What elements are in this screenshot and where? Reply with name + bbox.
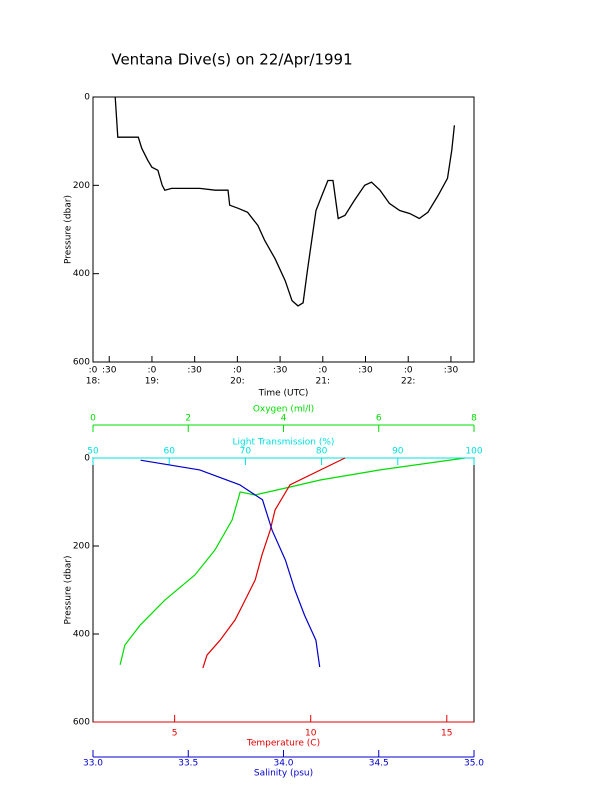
y-tick-label: 400 — [73, 630, 90, 640]
x-tick-label: :30 — [358, 366, 373, 376]
x-tick-label: :30 — [102, 366, 117, 376]
x-tick-label: :0 — [318, 366, 327, 376]
x-tick-label: 15 — [441, 729, 452, 739]
x-tick-label: 100 — [465, 447, 482, 457]
x-tick-label: 8 — [471, 414, 477, 424]
x-tick-label: 90 — [392, 447, 404, 457]
x-tick-label: 5 — [172, 729, 178, 739]
plot-frame — [92, 96, 475, 363]
pressure-line — [114, 96, 456, 307]
x-tick-label: 34.5 — [369, 759, 389, 769]
profile-line — [202, 457, 346, 669]
axis-label: Salinity (psu) — [254, 769, 313, 779]
page-title: Ventana Dive(s) on 22/Apr/1991 — [111, 51, 352, 69]
plot-frame — [92, 457, 475, 723]
x-tick-label: 4 — [281, 414, 287, 424]
axis-label: Temperature (C) — [246, 739, 320, 749]
x-tick-label: :0 — [89, 366, 98, 376]
x-tick-label: 80 — [316, 447, 328, 457]
x-tick-label: 35.0 — [464, 759, 484, 769]
x-hour-label: 19: — [145, 377, 159, 387]
x-tick-label: 33.5 — [178, 759, 198, 769]
y-axis-label: Pressure (dbar) — [64, 556, 74, 625]
y-tick-label: 600 — [73, 358, 90, 368]
x-tick-label: :0 — [148, 366, 157, 376]
x-axis-label: Time (UTC) — [258, 389, 309, 399]
x-tick-label: :30 — [273, 366, 288, 376]
x-tick-label: 50 — [87, 447, 99, 457]
x-tick-label: 34.0 — [273, 759, 293, 769]
profile-line — [140, 459, 321, 668]
x-tick-label: 33.0 — [83, 759, 103, 769]
x-tick-label: 10 — [305, 729, 317, 739]
x-tick-label: 2 — [185, 414, 191, 424]
y-axis-label: Pressure (dbar) — [64, 195, 74, 264]
x-hour-label: 21: — [316, 377, 330, 387]
y-tick-label: 0 — [84, 93, 90, 103]
x-hour-label: 20: — [230, 377, 244, 387]
x-tick-label: :0 — [233, 366, 242, 376]
x-tick-label: 0 — [90, 414, 96, 424]
x-tick-label: 60 — [163, 447, 175, 457]
x-tick-label: 70 — [240, 447, 252, 457]
y-tick-label: 200 — [73, 542, 90, 552]
x-hour-label: 22: — [401, 377, 415, 387]
y-tick-label: 200 — [73, 181, 90, 191]
profile-line — [119, 457, 466, 665]
x-tick-label: 6 — [376, 414, 382, 424]
y-tick-label: 0 — [84, 454, 90, 464]
x-hour-label: 18: — [86, 377, 100, 387]
x-tick-label: :30 — [187, 366, 202, 376]
axis-label: Light Transmission (%) — [233, 438, 335, 448]
y-tick-label: 400 — [73, 269, 90, 279]
x-tick-label: :0 — [404, 366, 413, 376]
x-tick-label: :30 — [444, 366, 459, 376]
y-tick-label: 600 — [73, 718, 90, 728]
axis-label: Oxygen (ml/l) — [253, 405, 314, 415]
